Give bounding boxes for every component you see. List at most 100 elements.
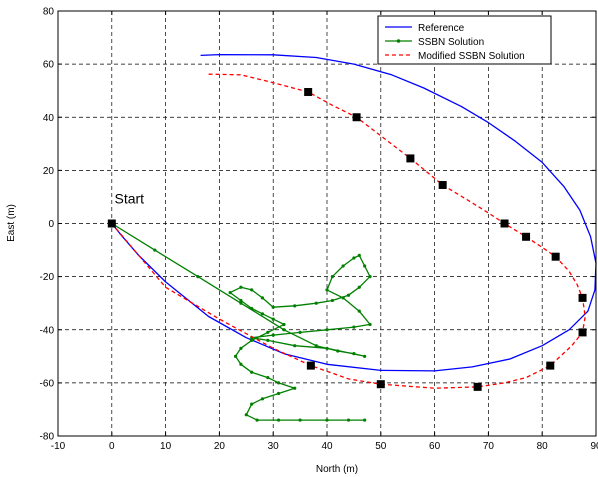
legend-swatch-ssbn-marker — [396, 39, 401, 43]
series-point — [341, 264, 345, 268]
x-tick-label: 90 — [590, 441, 598, 452]
square-marker — [306, 361, 315, 370]
series-point — [250, 306, 254, 311]
square-marker — [438, 180, 447, 189]
y-tick-label: -60 — [40, 378, 55, 389]
x-tick-label: 0 — [109, 441, 115, 452]
series-point — [336, 349, 340, 353]
series-point — [153, 248, 157, 252]
series-point — [282, 328, 286, 332]
x-tick-label: 80 — [537, 441, 549, 452]
x-tick-label: 60 — [429, 441, 441, 452]
series-point — [325, 288, 329, 292]
y-tick-label: 60 — [43, 60, 55, 71]
series-modified-ssbn — [111, 73, 586, 389]
series-point — [282, 322, 286, 327]
annotation-start: Start — [114, 191, 144, 207]
square-marker — [546, 361, 555, 370]
series-point — [325, 346, 329, 350]
series-point — [260, 312, 265, 316]
x-tick-label: 70 — [483, 441, 495, 452]
x-axis-label: North (m) — [316, 464, 358, 475]
series-point — [266, 330, 270, 335]
series-point — [298, 418, 302, 422]
series-point — [271, 317, 275, 321]
square-marker — [406, 154, 415, 163]
y-tick-label: -80 — [40, 432, 55, 443]
series-point — [276, 381, 281, 385]
series-point — [368, 275, 372, 279]
y-tick-label: 0 — [48, 219, 54, 230]
series-point — [250, 288, 254, 292]
series-point — [276, 391, 281, 396]
series-point — [363, 264, 367, 268]
y-tick-label: 40 — [43, 113, 55, 124]
square-marker — [578, 293, 587, 302]
series-point — [363, 418, 367, 422]
series-point — [271, 333, 275, 337]
series-reference — [111, 53, 597, 372]
series-point — [239, 346, 243, 350]
series-point — [314, 344, 318, 348]
series-point — [239, 298, 243, 303]
x-tick-label: -10 — [51, 441, 66, 452]
series-point — [250, 402, 254, 406]
y-tick-label: -20 — [40, 272, 55, 283]
series-point — [196, 275, 200, 279]
series-point — [352, 256, 356, 260]
square-marker — [304, 88, 313, 97]
series-point — [239, 362, 243, 366]
x-tick-label: 30 — [268, 441, 280, 452]
series-point — [233, 354, 238, 358]
series-point — [260, 296, 265, 300]
legend: Reference SSBN Solution Modified SSBN So… — [377, 15, 552, 65]
series-point — [363, 354, 367, 358]
series-point — [266, 375, 270, 380]
legend-label-ssbn: SSBN Solution — [418, 37, 484, 48]
series-point — [346, 293, 351, 297]
series-point — [244, 413, 248, 417]
legend-label-modified: Modified SSBN Solution — [418, 51, 525, 62]
y-tick-label: 20 — [43, 166, 55, 177]
square-marker — [376, 380, 385, 389]
series-point — [239, 301, 243, 305]
series-point — [330, 298, 334, 303]
series-point — [352, 352, 356, 356]
series-point — [357, 309, 361, 313]
series-point — [239, 285, 243, 289]
series-point — [357, 253, 361, 257]
legend-box — [377, 15, 552, 65]
series-point — [314, 301, 318, 305]
square-marker — [522, 232, 531, 241]
x-tick-label: 40 — [321, 441, 333, 452]
series-point — [330, 275, 334, 279]
square-marker — [473, 382, 482, 391]
y-axis-label: East (m) — [6, 204, 17, 242]
series-point — [346, 418, 351, 422]
tick-layer: -10 0 10 20 30 40 50 60 70 80 90 -80 -60 -40 -20 0 20 40 6… — [40, 7, 598, 453]
series-point — [325, 418, 329, 422]
x-tick-label: 10 — [160, 441, 172, 452]
series-point — [293, 344, 297, 348]
square-marker — [551, 252, 560, 261]
series-point — [250, 370, 254, 374]
series-layer — [110, 53, 597, 422]
series-point — [250, 338, 254, 342]
x-tick-label: 50 — [375, 441, 387, 452]
square-marker — [500, 219, 509, 228]
y-tick-label: 80 — [43, 7, 55, 18]
series-point — [293, 386, 297, 390]
series-point — [352, 325, 356, 329]
series-point — [276, 418, 281, 422]
series-point — [271, 305, 275, 309]
x-tick-label: 20 — [214, 441, 226, 452]
series-point — [368, 322, 372, 327]
series-point — [357, 285, 361, 289]
marker-layer — [107, 88, 587, 391]
series-point — [298, 330, 302, 335]
series-point — [325, 328, 329, 332]
square-marker — [352, 113, 361, 122]
series-point — [266, 338, 270, 342]
series-point — [341, 296, 345, 300]
